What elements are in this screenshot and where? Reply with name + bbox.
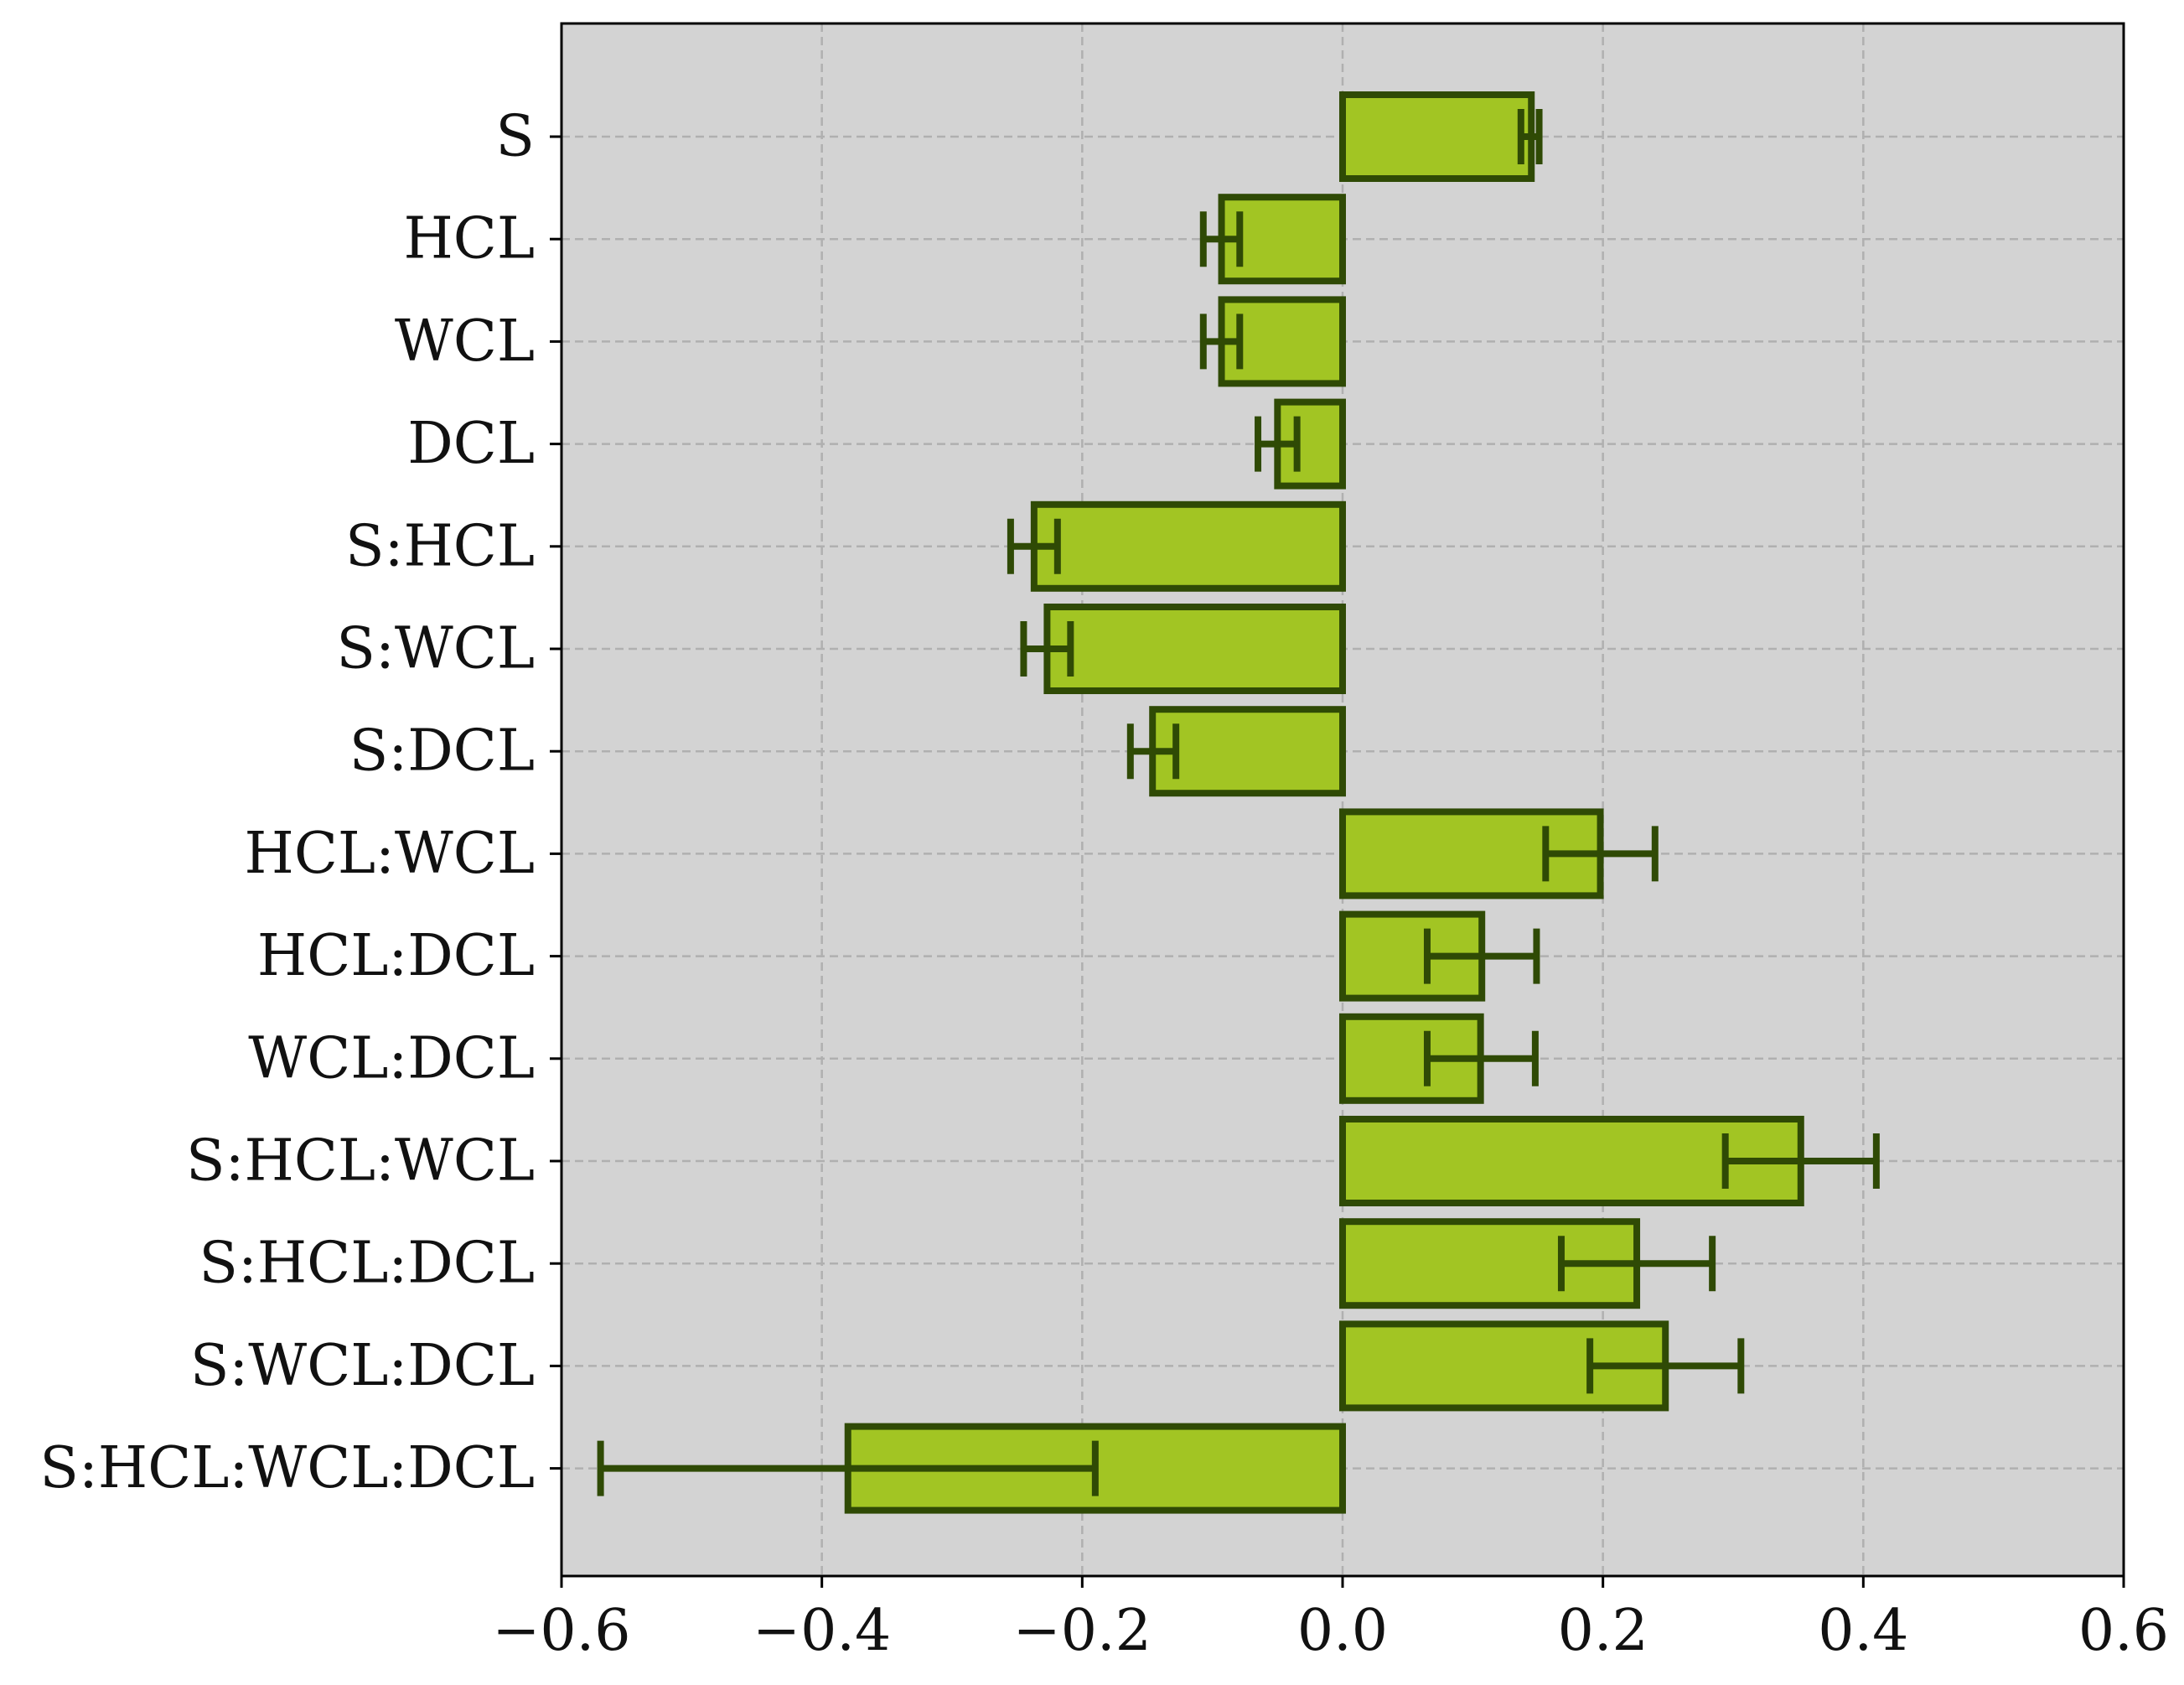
bar-s-hcl — [1030, 500, 1346, 592]
x-tick-label: −0.4 — [753, 1598, 891, 1664]
error-bar-s — [1517, 109, 1543, 164]
y-tick-label: S:HCL:WCL:DCL — [39, 1435, 535, 1501]
bar-s-hcl-wcl — [1339, 1116, 1804, 1206]
y-tick-label: S:HCL:DCL — [199, 1231, 535, 1297]
error-bar-s-hcl-wcl — [1721, 1133, 1880, 1189]
y-tick-label: S:DCL — [349, 718, 535, 785]
x-tick-label: −0.6 — [492, 1598, 630, 1664]
bars — [844, 91, 1804, 1514]
x-tick-label: 0.2 — [1558, 1598, 1648, 1664]
error-bar-s-wcl — [1020, 621, 1074, 677]
x-tick-label: 0.4 — [1818, 1598, 1908, 1664]
error-bar-hcl-dcl — [1423, 928, 1540, 984]
error-bar-s-dcl — [1126, 723, 1180, 780]
error-bars — [597, 109, 1880, 1496]
y-tick-label: WCL:DCL — [248, 1025, 535, 1091]
y-tick-label: HCL:WCL — [245, 821, 535, 887]
error-bar-hcl-wcl — [1542, 826, 1659, 882]
x-axis: −0.6 −0.4 −0.2 0.0 0.2 0.4 0.6 — [492, 1576, 2169, 1664]
error-bar-s-wcl-dcl — [1586, 1338, 1745, 1394]
bar-s-dcl — [1149, 706, 1347, 797]
y-tick-label: HCL — [404, 206, 536, 272]
error-bar-s-hcl — [1007, 518, 1061, 574]
error-bar-wcl-dcl — [1423, 1030, 1539, 1086]
error-bar-wcl — [1199, 314, 1244, 370]
y-tick-label: WCL — [395, 308, 535, 375]
bar-s — [1339, 91, 1535, 182]
y-tick-label: HCL:DCL — [257, 923, 535, 989]
bar-s-wcl — [1043, 604, 1346, 694]
y-tick-label: S:HCL — [345, 513, 535, 579]
y-tick-label: S:WCL — [336, 616, 535, 682]
y-axis: S HCL WCL DCL S:HCL S:WCL S:DCL HCL:WCL HCL:DCL W… — [39, 104, 562, 1501]
error-bar-s-hcl-dcl — [1557, 1236, 1716, 1292]
x-tick-label: −0.2 — [1013, 1598, 1152, 1664]
error-bar-s-hcl-wcl-dcl — [597, 1440, 1099, 1496]
error-bar-dcl — [1255, 416, 1301, 472]
y-tick-label: DCL — [407, 411, 535, 477]
error-bar-hcl — [1199, 211, 1244, 267]
y-tick-label: S:HCL:WCL — [186, 1128, 535, 1195]
x-tick-label: 0.0 — [1297, 1598, 1388, 1664]
y-tick-label: S — [495, 104, 535, 170]
x-tick-label: 0.6 — [2078, 1598, 2169, 1664]
y-tick-label: S:WCL:DCL — [190, 1333, 535, 1399]
